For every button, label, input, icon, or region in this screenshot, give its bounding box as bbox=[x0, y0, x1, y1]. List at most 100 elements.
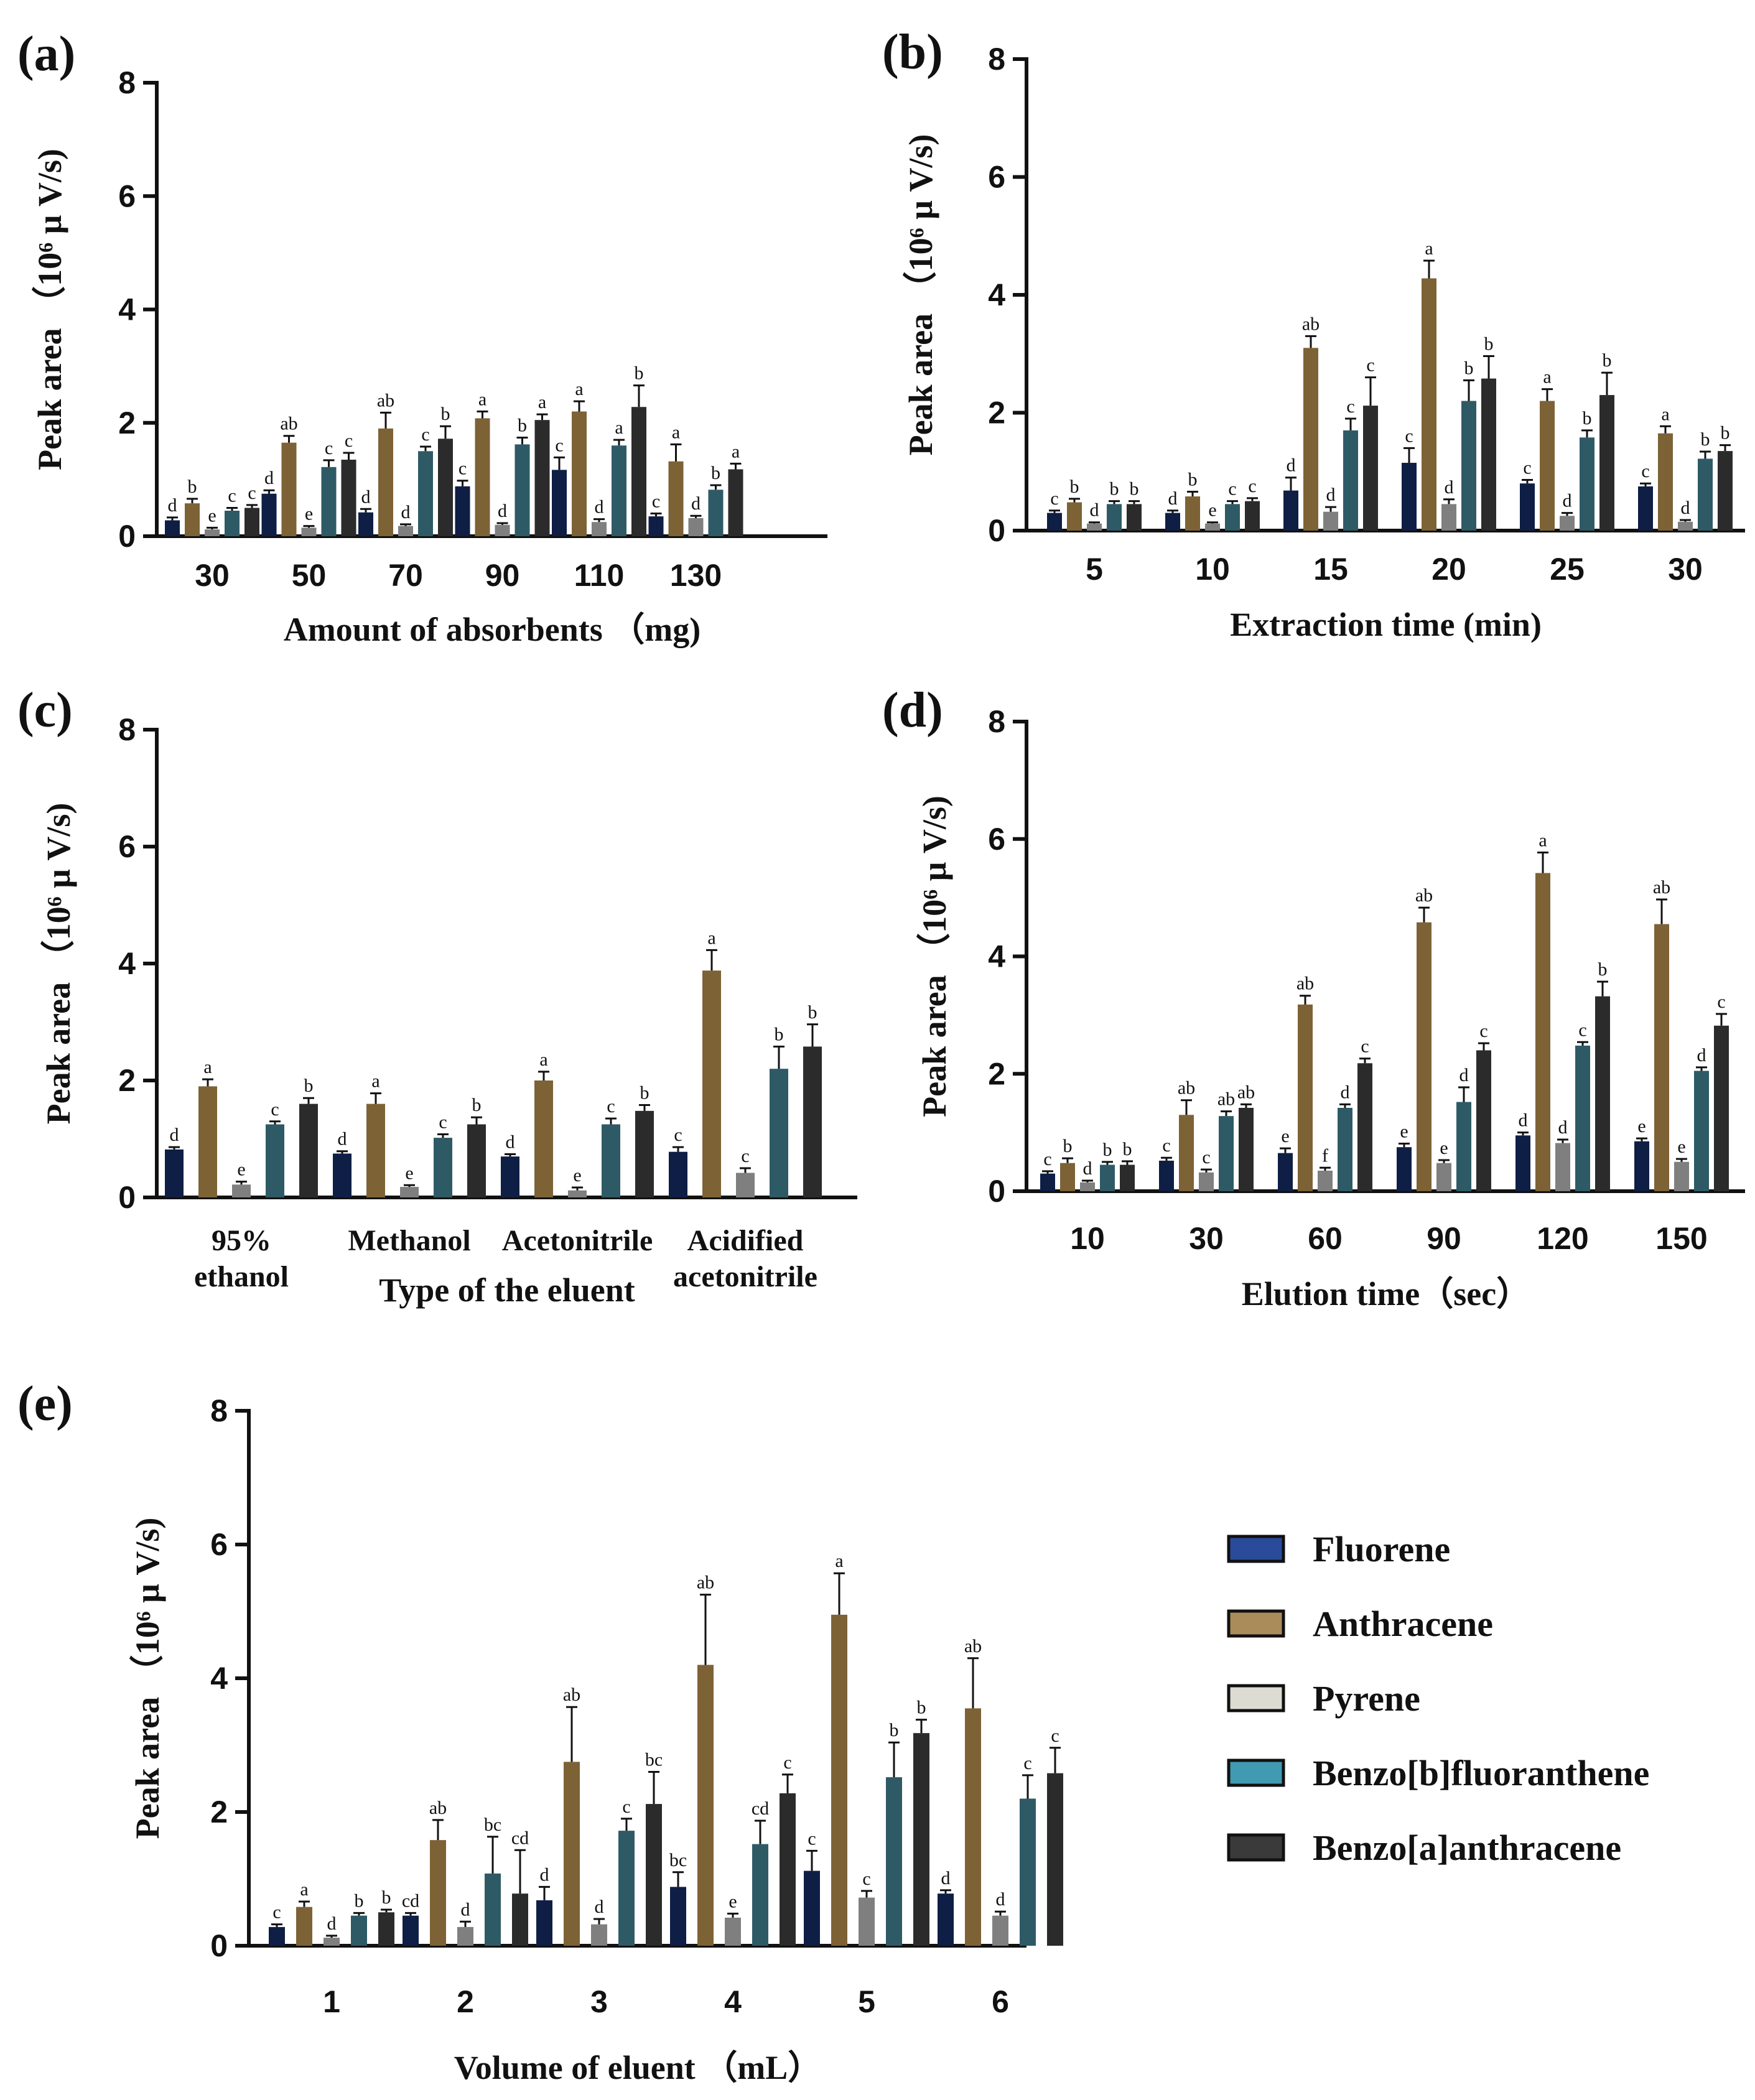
y-tick-label: 6 bbox=[988, 160, 1005, 195]
bar-fluorene bbox=[269, 1926, 285, 1946]
significance-label: b bbox=[640, 1082, 649, 1103]
significance-label: c bbox=[1228, 479, 1236, 499]
bar-benzo-a-anthracene bbox=[1357, 1063, 1372, 1191]
bar-anthracene bbox=[1654, 924, 1669, 1191]
x-tick-label: 30 bbox=[1668, 552, 1703, 587]
significance-label: c bbox=[1641, 461, 1649, 481]
bar-benzo-b-fluoranthene bbox=[1694, 1071, 1709, 1191]
x-tick-label-line: 70 bbox=[388, 558, 423, 593]
bar-anthracene bbox=[296, 1907, 312, 1946]
x-tick-label-line: 95% bbox=[212, 1224, 271, 1257]
significance-label: c bbox=[652, 491, 660, 512]
significance-label: c bbox=[459, 458, 467, 479]
legend-item: Benzo[a]anthracene bbox=[1227, 1828, 1621, 1868]
chart-panel-4: (d) 0 2 4 6 8 Peak area （10⁶ μ V/s) Elution tim… bbox=[882, 683, 1745, 1312]
x-tick-label: 30 bbox=[1189, 1221, 1224, 1256]
bar-fluorene bbox=[670, 1887, 686, 1946]
bar-fluorene bbox=[1397, 1147, 1412, 1191]
y-tick-label: 0 bbox=[118, 519, 136, 554]
significance-label: c bbox=[439, 1112, 447, 1132]
x-tick-label: 10 bbox=[1195, 552, 1230, 587]
legend-label: Pyrene bbox=[1313, 1678, 1420, 1719]
significance-label: cd bbox=[511, 1828, 529, 1848]
x-tick-label: 5 bbox=[858, 1984, 875, 2019]
x-tick-label: 110 bbox=[574, 558, 625, 593]
x-tick-label: 120 bbox=[1537, 1221, 1588, 1256]
y-tick-label: 4 bbox=[988, 277, 1005, 312]
bar-fluorene bbox=[165, 1149, 184, 1197]
panel-label: (b) bbox=[882, 25, 943, 80]
x-tick-label-line: 1 bbox=[323, 1984, 340, 2019]
significance-label: c bbox=[228, 485, 236, 506]
bar-benzo-a-anthracene bbox=[1714, 1025, 1729, 1191]
bar-pyrene bbox=[568, 1190, 587, 1197]
bar-pyrene bbox=[736, 1173, 755, 1197]
y-axis-title-main: Peak area bbox=[31, 320, 68, 470]
bar-anthracene bbox=[572, 411, 587, 536]
significance-label: ab bbox=[1302, 314, 1320, 334]
significance-label: d bbox=[168, 495, 177, 516]
significance-label: c bbox=[674, 1125, 682, 1145]
legend-item: Fluorene bbox=[1227, 1529, 1450, 1569]
significance-label: d bbox=[1168, 488, 1178, 509]
x-tick-label-line: 60 bbox=[1308, 1221, 1343, 1256]
y-tick-label: 0 bbox=[210, 1928, 228, 1963]
y-tick-label: 4 bbox=[118, 946, 136, 981]
y-axis-title: Peak area （10⁶ μ V/s) bbox=[40, 803, 77, 1125]
y-tick-label: 0 bbox=[988, 1174, 1005, 1209]
y-axis-title-main: Peak area bbox=[129, 1688, 166, 1839]
bar-pyrene bbox=[205, 529, 220, 536]
bar-pyrene bbox=[592, 522, 607, 536]
legend-swatch bbox=[1227, 1535, 1285, 1563]
x-tick-label: 25 bbox=[1550, 552, 1585, 587]
bar-anthracene bbox=[1535, 873, 1550, 1191]
x-tick-label: 20 bbox=[1431, 552, 1466, 587]
significance-label: c bbox=[741, 1146, 749, 1166]
bar-fluorene bbox=[1515, 1135, 1530, 1191]
significance-label: d bbox=[1459, 1065, 1469, 1085]
bar-anthracene bbox=[281, 442, 297, 536]
legend-swatch bbox=[1227, 1684, 1285, 1712]
bar-benzo-b-fluoranthene bbox=[351, 1915, 367, 1946]
significance-label: c bbox=[1202, 1147, 1210, 1168]
x-tick-label: 6 bbox=[992, 1984, 1009, 2019]
significance-label: d bbox=[941, 1868, 951, 1889]
significance-label: e bbox=[1400, 1122, 1408, 1142]
x-tick-label: 10 bbox=[1070, 1221, 1105, 1256]
bar-benzo-b-fluoranthene bbox=[1698, 458, 1713, 531]
significance-label: b bbox=[890, 1720, 899, 1740]
y-tick-label: 6 bbox=[118, 179, 136, 213]
x-tick-label-line: 20 bbox=[1431, 552, 1466, 587]
y-axis-title-main: Peak area bbox=[916, 967, 953, 1117]
significance-label: c bbox=[325, 438, 333, 458]
significance-label: c bbox=[1051, 1726, 1059, 1746]
significance-label: a bbox=[575, 379, 583, 399]
bar-benzo-b-fluoranthene bbox=[418, 451, 433, 536]
y-tick-label: 8 bbox=[988, 704, 1005, 739]
bar-fluorene bbox=[1165, 513, 1180, 531]
bar-benzo-a-anthracene bbox=[1127, 504, 1142, 531]
significance-label: a bbox=[1661, 404, 1669, 424]
significance-label: c bbox=[607, 1096, 615, 1117]
y-tick-label: 2 bbox=[988, 396, 1005, 430]
bar-benzo-a-anthracene bbox=[1481, 378, 1496, 531]
bar-fluorene bbox=[455, 486, 470, 536]
y-axis-title-unit: （10⁶ μ V/s) bbox=[40, 803, 77, 974]
significance-label: d bbox=[1697, 1045, 1706, 1066]
bar-anthracene bbox=[1060, 1163, 1075, 1191]
bar-anthracene bbox=[185, 503, 200, 536]
significance-label: d bbox=[595, 1897, 604, 1917]
significance-label: c bbox=[1043, 1149, 1051, 1169]
significance-label: e bbox=[405, 1163, 413, 1183]
significance-label: c bbox=[1050, 488, 1058, 509]
legend: Fluorene Anthracene Pyrene Benzo[b]fluorant… bbox=[1227, 1529, 1649, 1868]
x-tick-label-line: 150 bbox=[1655, 1221, 1707, 1256]
x-tick-label-line: 30 bbox=[1189, 1221, 1224, 1256]
bar-pyrene bbox=[1080, 1182, 1095, 1191]
significance-label: b bbox=[1721, 423, 1730, 444]
significance-label: e bbox=[1208, 500, 1216, 521]
y-tick-label: 6 bbox=[988, 822, 1005, 857]
x-tick-label: 130 bbox=[670, 558, 722, 593]
bar-anthracene bbox=[1179, 1115, 1194, 1191]
x-tick-label: Methanol bbox=[348, 1224, 470, 1257]
